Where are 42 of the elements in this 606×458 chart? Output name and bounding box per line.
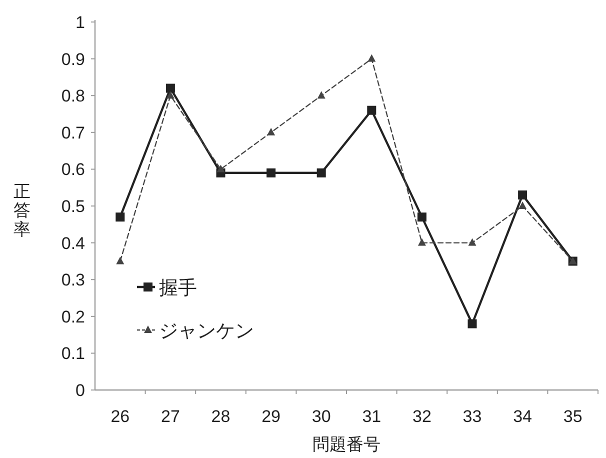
x-tick-label: 27 xyxy=(160,407,180,426)
y-axis-title: 正答率 xyxy=(14,182,30,239)
point xyxy=(216,164,225,172)
x-tick-label: 26 xyxy=(110,407,130,426)
point xyxy=(267,128,276,136)
y-tick-label: 0.4 xyxy=(61,234,85,253)
x-tick-label: 35 xyxy=(563,407,582,426)
point xyxy=(317,91,326,99)
y-tick-label: 0.3 xyxy=(61,270,85,290)
point xyxy=(166,91,174,99)
x-tick-label: 31 xyxy=(362,407,382,426)
y-tick-label: 0.7 xyxy=(61,123,85,142)
point xyxy=(518,190,528,200)
y-tick-label: 0.9 xyxy=(61,50,85,69)
point xyxy=(367,106,376,115)
point xyxy=(166,84,175,93)
y-tick-label: 0.6 xyxy=(61,160,85,180)
point xyxy=(116,212,125,222)
x-axis-title: 問題番号 xyxy=(312,435,380,454)
y-tick-label: 1 xyxy=(76,13,85,32)
point xyxy=(316,168,326,178)
x-tick-label: 32 xyxy=(412,407,432,426)
legend-label: 握手 xyxy=(159,278,197,299)
point xyxy=(468,319,477,328)
point xyxy=(418,238,426,246)
legend-label: ジャンケン xyxy=(159,321,254,342)
point xyxy=(116,256,124,264)
x-tick-label: 33 xyxy=(462,407,482,426)
y-tick-label: 0.8 xyxy=(61,86,85,106)
point xyxy=(266,168,276,178)
x-tick-label: 34 xyxy=(513,407,532,426)
y-tick-label: 0.2 xyxy=(61,307,85,326)
point xyxy=(518,202,527,209)
y-tick-label: 0.1 xyxy=(61,344,85,364)
x-tick-label: 29 xyxy=(262,407,281,426)
point xyxy=(368,54,376,62)
x-tick-label: 28 xyxy=(211,407,230,426)
point xyxy=(417,212,426,222)
point xyxy=(468,238,476,246)
y-tick-label: 0.5 xyxy=(61,197,85,216)
y-tick-label: 0 xyxy=(76,381,85,400)
x-tick-label: 30 xyxy=(312,407,331,426)
